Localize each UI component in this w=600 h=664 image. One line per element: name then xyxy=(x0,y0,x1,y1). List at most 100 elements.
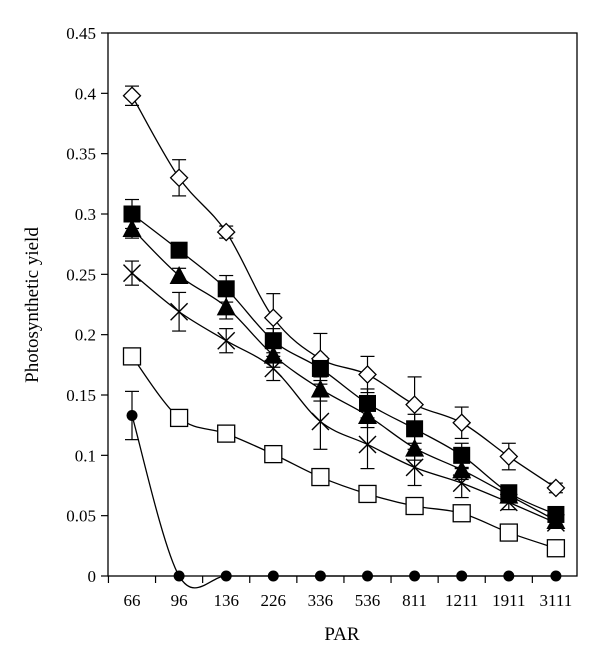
data-point-diamond xyxy=(169,168,189,188)
data-point-open-square xyxy=(122,347,142,366)
y-tick-label: 0 xyxy=(88,567,97,586)
y-tick-label: 0.15 xyxy=(66,386,96,405)
data-point-triangle xyxy=(546,510,566,529)
series-lines xyxy=(131,95,557,589)
y-tick-label: 0.3 xyxy=(75,205,96,224)
data-point-circle xyxy=(409,570,421,582)
data-point-diamond xyxy=(452,413,472,433)
cross-stroke xyxy=(546,513,565,532)
data-point-diamond xyxy=(358,365,377,384)
data-point-cross xyxy=(546,513,565,532)
data-point-open-square xyxy=(499,523,518,542)
y-tick-label: 0.05 xyxy=(66,507,96,526)
cross-stroke xyxy=(170,302,189,321)
data-point-cross xyxy=(358,435,377,454)
cross-stroke xyxy=(217,331,236,350)
series-line xyxy=(131,213,557,516)
x-tick-label: 536 xyxy=(355,591,381,610)
x-tick-label: 136 xyxy=(213,591,239,610)
data-point-circle xyxy=(314,570,326,582)
data-point-cross xyxy=(452,474,471,493)
data-point-circle xyxy=(550,570,562,582)
x-tick-label: 811 xyxy=(402,591,427,610)
series-line xyxy=(131,355,557,549)
data-point-filled-square xyxy=(406,420,424,438)
data-point-circle xyxy=(267,570,279,582)
data-point-diamond xyxy=(263,308,283,328)
series-line xyxy=(131,272,557,524)
data-point-filled-square xyxy=(123,205,141,223)
y-tick-label: 0.35 xyxy=(66,145,96,164)
data-point-triangle xyxy=(263,345,283,364)
cross-stroke xyxy=(311,412,330,431)
y-tick-label: 0.4 xyxy=(75,84,97,103)
data-point-triangle xyxy=(169,266,189,285)
cross-stroke xyxy=(358,435,377,454)
data-point-circle xyxy=(362,570,373,582)
x-tick-label: 3111 xyxy=(540,591,573,610)
data-point-diamond xyxy=(405,395,425,415)
data-point-circle xyxy=(503,570,515,582)
data-point-triangle xyxy=(499,485,519,504)
data-point-circle xyxy=(220,570,232,582)
data-point-filled-square xyxy=(170,241,188,259)
data-point-open-square xyxy=(217,424,236,443)
series-line xyxy=(131,228,557,522)
data-point-diamond xyxy=(499,447,519,466)
cross-stroke xyxy=(264,359,283,378)
data-point-cross xyxy=(311,412,330,431)
data-point-circle xyxy=(456,570,468,582)
y-axis-ticks: 0 0.05 0.1 0.15 0.2 0.25 0.3 0.35 0.4 0.45 xyxy=(66,24,108,586)
series-line xyxy=(131,95,557,489)
data-point-filled-square xyxy=(453,446,471,464)
x-axis-title: PAR xyxy=(324,624,360,645)
data-point-diamond xyxy=(546,478,566,498)
y-tick-label: 0.25 xyxy=(66,265,96,284)
data-point-triangle xyxy=(122,218,142,237)
cross-stroke xyxy=(123,264,141,283)
data-point-cross xyxy=(405,458,424,477)
data-point-cross xyxy=(170,302,189,321)
cross-stroke xyxy=(405,458,424,477)
x-tick-label: 226 xyxy=(261,591,287,610)
y-tick-label: 0.45 xyxy=(66,24,96,43)
data-point-open-square xyxy=(358,484,377,504)
data-point-cross xyxy=(123,264,141,283)
data-point-triangle xyxy=(310,379,330,398)
data-point-filled-square xyxy=(264,332,282,350)
cross-stroke xyxy=(499,493,518,512)
data-point-triangle xyxy=(405,438,425,457)
data-point-triangle xyxy=(452,460,472,479)
y-tick-label: 0.1 xyxy=(75,446,96,465)
data-point-diamond xyxy=(122,86,142,106)
data-point-open-square xyxy=(405,496,424,516)
data-point-diamond xyxy=(216,222,236,242)
data-markers xyxy=(122,86,566,582)
data-point-cross xyxy=(217,331,236,350)
data-point-filled-square xyxy=(311,359,329,377)
y-tick-label: 0.2 xyxy=(75,326,96,345)
x-tick-label: 1211 xyxy=(445,591,478,610)
data-point-triangle xyxy=(216,297,236,316)
cross-stroke xyxy=(452,474,471,493)
x-tick-label: 96 xyxy=(171,591,188,610)
data-point-filled-square xyxy=(359,394,376,412)
data-point-cross xyxy=(264,359,283,378)
data-point-circle xyxy=(173,570,185,582)
data-point-circle xyxy=(126,410,138,422)
x-tick-label: 66 xyxy=(124,591,141,610)
y-axis-title: Photosynthetic yield xyxy=(22,227,43,383)
data-point-open-square xyxy=(452,504,471,523)
data-point-open-square xyxy=(311,467,330,487)
x-tick-label: 1911 xyxy=(492,591,525,610)
series-line xyxy=(131,415,556,589)
data-point-triangle xyxy=(358,406,377,425)
data-point-open-square xyxy=(264,444,283,464)
data-point-open-square xyxy=(546,539,566,558)
data-point-open-square xyxy=(169,408,189,428)
x-tick-label: 336 xyxy=(308,591,334,610)
data-point-cross xyxy=(499,493,518,512)
x-axis-ticks: 66 96 136 226 336 536 811 1211 1911 3111 xyxy=(107,576,573,610)
